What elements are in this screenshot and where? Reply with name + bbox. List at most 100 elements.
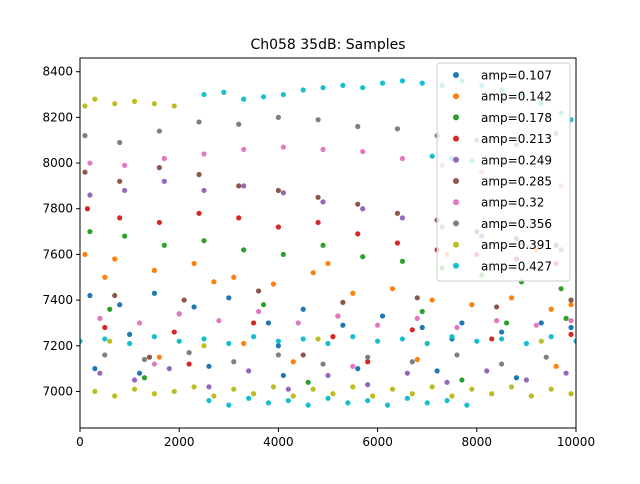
scatter-point-s9 xyxy=(325,340,331,347)
scatter-point-s8 xyxy=(151,391,157,397)
legend-marker xyxy=(453,241,459,248)
scatter-point-s1 xyxy=(151,267,157,274)
scatter-point-s0 xyxy=(538,320,544,326)
scatter-point-s9 xyxy=(384,402,391,408)
scatter-point-s2 xyxy=(419,308,425,315)
legend-marker xyxy=(453,135,459,142)
scatter-point-s8 xyxy=(429,384,435,390)
legend-marker xyxy=(453,156,459,163)
legend-label: amp=0.427 xyxy=(481,259,552,273)
legend-label: amp=0.285 xyxy=(481,175,552,189)
scatter-point-s5 xyxy=(494,304,500,310)
axes-layer: 0 2000 4000 6000 8000 10000 7000 7200 7400 7600 78… xyxy=(42,65,595,449)
scatter-point-s0 xyxy=(379,313,386,319)
scatter-point-s8 xyxy=(330,391,336,397)
scatter-point-s8 xyxy=(568,391,574,397)
scatter-point-s7 xyxy=(320,361,326,367)
scatter-point-s3 xyxy=(568,331,574,337)
scatter-point-s9 xyxy=(80,338,83,344)
legend-box xyxy=(436,62,571,282)
scatter-point-s6 xyxy=(87,160,93,166)
scatter-point-s8 xyxy=(112,393,118,399)
scatter-point-s4 xyxy=(166,366,172,372)
scatter-point-s6 xyxy=(97,315,103,321)
scatter-point-s1 xyxy=(389,286,396,292)
scatter-point-s8 xyxy=(489,391,495,397)
scatter-point-s4 xyxy=(320,199,326,205)
scatter-point-s1 xyxy=(270,281,277,287)
scatter-point-s4 xyxy=(360,206,366,212)
y-tick-label: 7200 xyxy=(42,339,73,353)
scatter-point-s9 xyxy=(345,400,351,406)
scatter-point-s4 xyxy=(484,368,490,374)
scatter-point-s4 xyxy=(365,382,371,388)
scatter-point-s9 xyxy=(176,338,182,344)
scatter-point-s7 xyxy=(315,117,321,123)
scatter-point-s4 xyxy=(399,215,405,221)
x-tick-label: 8000 xyxy=(462,435,493,449)
legend-marker xyxy=(453,199,459,206)
scatter-point-s4 xyxy=(87,192,93,198)
scatter-point-s8 xyxy=(315,336,321,342)
scatter-point-s7 xyxy=(543,354,549,360)
scatter-point-s8 xyxy=(131,386,138,392)
scatter-point-s9 xyxy=(300,336,306,342)
scatter-point-s6 xyxy=(360,149,366,155)
scatter-point-s8 xyxy=(310,386,316,392)
scatter-point-s7 xyxy=(499,361,505,367)
scatter-point-s8 xyxy=(251,391,257,397)
scatter-point-s6 xyxy=(216,318,222,324)
legend-label: amp=0.178 xyxy=(481,111,552,125)
scatter-point-s3 xyxy=(355,231,361,237)
legend-marker xyxy=(453,114,459,121)
scatter-point-s4 xyxy=(285,386,291,392)
chart-title: Ch058 35dB: Samples xyxy=(250,37,405,53)
scatter-point-s9 xyxy=(399,336,405,342)
scatter-point-s9 xyxy=(444,397,450,404)
scatter-point-s1 xyxy=(191,260,197,267)
scatter-point-s7 xyxy=(141,356,148,363)
scatter-point-s0 xyxy=(275,343,281,349)
scatter-point-s0 xyxy=(419,324,425,331)
scatter-point-s9 xyxy=(260,94,267,100)
scatter-point-s2 xyxy=(503,320,510,326)
scatter-point-s7 xyxy=(231,359,237,365)
scatter-point-s9 xyxy=(340,82,346,89)
scatter-point-s9 xyxy=(127,340,133,347)
scatter-point-s0 xyxy=(226,295,232,301)
y-tick-label: 8000 xyxy=(42,156,73,170)
scatter-point-s5 xyxy=(236,183,242,189)
legend-label: amp=0.142 xyxy=(481,90,552,104)
scatter-point-s3 xyxy=(489,336,495,342)
scatter-point-s9 xyxy=(275,338,281,344)
scatter-point-s9 xyxy=(499,336,505,342)
scatter-point-s6 xyxy=(350,363,356,369)
legend-label: amp=0.356 xyxy=(481,217,552,231)
scatter-point-s7 xyxy=(394,126,401,132)
scatter-point-s5 xyxy=(196,171,202,178)
scatter-point-s9 xyxy=(474,338,480,344)
scatter-point-s5 xyxy=(181,297,187,303)
scatter-point-s9 xyxy=(523,340,530,347)
scatter-point-s6 xyxy=(320,146,326,152)
legend-marker xyxy=(453,178,459,184)
scatter-point-s9 xyxy=(424,340,430,347)
scatter-point-s9 xyxy=(325,395,331,401)
scatter-point-s8 xyxy=(449,393,455,399)
scatter-point-s9 xyxy=(429,153,435,159)
scatter-point-s4 xyxy=(97,370,103,376)
scatter-point-s3 xyxy=(171,329,177,335)
scatter-point-s2 xyxy=(558,286,564,292)
x-tick-label: 6000 xyxy=(362,435,393,449)
scatter-point-s5 xyxy=(340,299,346,305)
scatter-point-s7 xyxy=(156,128,162,134)
scatter-point-s2 xyxy=(241,247,247,253)
scatter-point-s4 xyxy=(122,187,128,194)
scatter-point-s7 xyxy=(275,114,281,120)
scatter-point-s8 xyxy=(508,384,515,390)
scatter-point-s9 xyxy=(464,402,470,408)
scatter-point-s2 xyxy=(459,377,465,383)
scatter-point-s9 xyxy=(201,336,207,342)
scatter-point-s6 xyxy=(136,320,143,326)
